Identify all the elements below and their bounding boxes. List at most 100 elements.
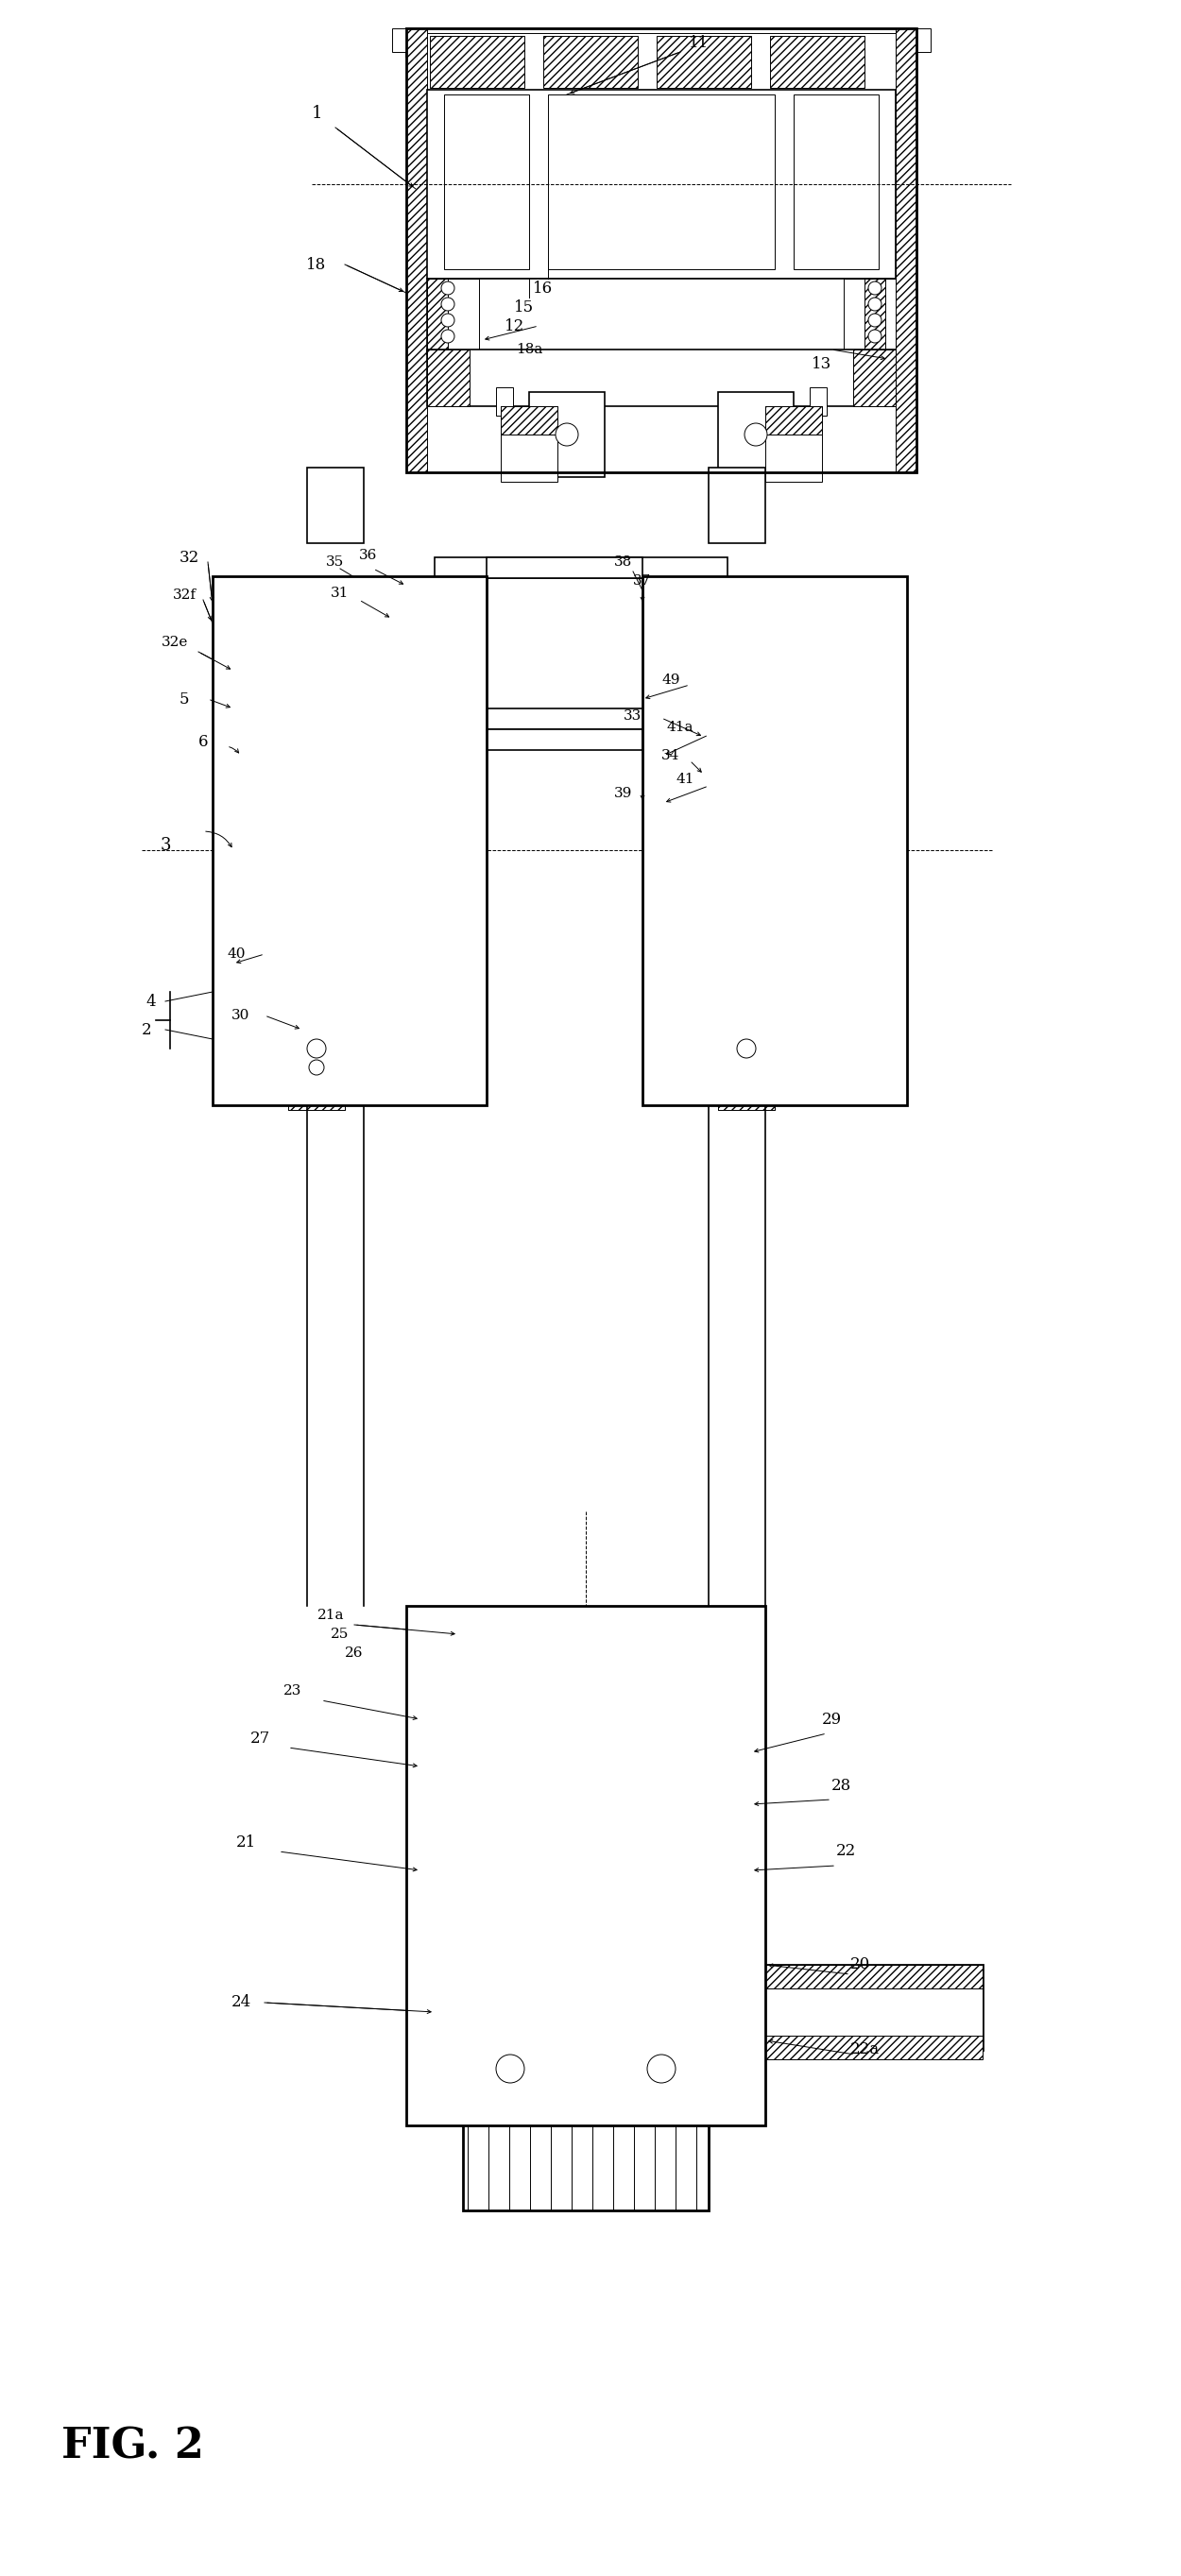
Bar [487,556,642,577]
Bar [491,2040,529,2097]
Text: 24: 24 [231,1994,252,2012]
Text: 22a: 22a [850,2043,879,2058]
Bar [428,278,448,350]
Circle shape [868,281,881,294]
Bar [664,605,867,737]
Bar [397,1066,425,1105]
Text: 1: 1 [311,106,322,121]
Bar [529,1633,642,1965]
Bar [241,605,444,737]
Bar [886,577,907,1105]
Bar [718,392,794,477]
Circle shape [868,330,881,343]
Bar [718,1082,775,1110]
Bar [274,1066,425,1105]
Bar [307,469,364,544]
Circle shape [744,422,768,446]
Text: 22: 22 [835,1844,855,1860]
Bar [406,1605,765,2125]
Bar [685,1633,737,1965]
Circle shape [555,422,579,446]
Bar [213,577,487,1105]
Bar [444,95,529,270]
Bar [732,1030,761,1087]
Bar [501,407,557,482]
Circle shape [442,330,455,343]
Circle shape [737,1038,756,1059]
Circle shape [496,2056,524,2084]
Bar [529,392,605,477]
Bar [709,469,765,544]
Text: 12: 12 [504,317,524,335]
Circle shape [309,1059,324,1074]
Bar [406,28,916,471]
Text: 32e: 32e [162,636,188,649]
Bar [664,605,867,737]
Bar [765,1965,983,2050]
Text: 13: 13 [811,355,831,371]
Text: 31: 31 [331,587,350,600]
Bar [666,1718,751,1747]
Text: 4: 4 [146,994,156,1010]
Text: 11: 11 [689,33,709,52]
Bar [213,577,234,1105]
Bar [241,742,444,930]
Text: 38: 38 [614,556,633,569]
Text: 23: 23 [283,1685,302,1698]
Bar [765,1989,983,2035]
Text: 37: 37 [633,574,652,587]
Circle shape [442,299,455,312]
Text: 25: 25 [331,1628,350,1641]
Circle shape [442,314,455,327]
Bar [406,28,916,57]
Text: 30: 30 [231,1010,250,1023]
Text: 21a: 21a [318,1607,344,1623]
Text: 33: 33 [624,708,642,724]
Bar [288,1082,345,1110]
Bar [737,1605,765,2125]
Bar [817,1066,846,1105]
Bar [435,1965,491,2040]
Text: 41: 41 [676,773,694,786]
Bar [680,1965,737,2040]
Bar [543,36,638,88]
Bar [274,1066,302,1105]
Bar [454,1613,472,1633]
Text: 28: 28 [830,1777,850,1793]
Text: 3: 3 [159,837,171,853]
Bar [657,36,751,88]
Bar [435,1605,737,1633]
Text: 2: 2 [142,1023,151,1038]
Text: 49: 49 [661,672,680,688]
Bar [241,605,444,737]
Bar [765,2035,983,2058]
Bar [709,577,765,1105]
Bar [428,278,479,350]
Bar [428,350,470,407]
Bar [241,935,444,1020]
Bar [487,729,642,750]
Bar [435,1633,737,1965]
Text: 16: 16 [534,281,553,296]
Circle shape [647,2056,676,2084]
Circle shape [868,314,881,327]
Circle shape [307,1038,326,1059]
Bar [895,28,916,471]
Bar [794,95,879,270]
Bar [435,556,727,577]
Circle shape [442,281,455,294]
Bar [406,28,428,471]
Bar [642,577,664,1105]
Bar [770,36,864,88]
Bar [765,407,822,482]
Text: FIG. 2: FIG. 2 [61,2427,204,2468]
Bar [435,1633,487,1965]
Text: 21: 21 [236,1834,255,1850]
Circle shape [868,299,881,312]
Bar [810,386,827,415]
Text: 18a: 18a [516,343,542,355]
Bar [420,1795,505,1824]
Text: 35: 35 [326,556,345,569]
Bar [428,90,895,278]
Bar [302,1030,331,1087]
